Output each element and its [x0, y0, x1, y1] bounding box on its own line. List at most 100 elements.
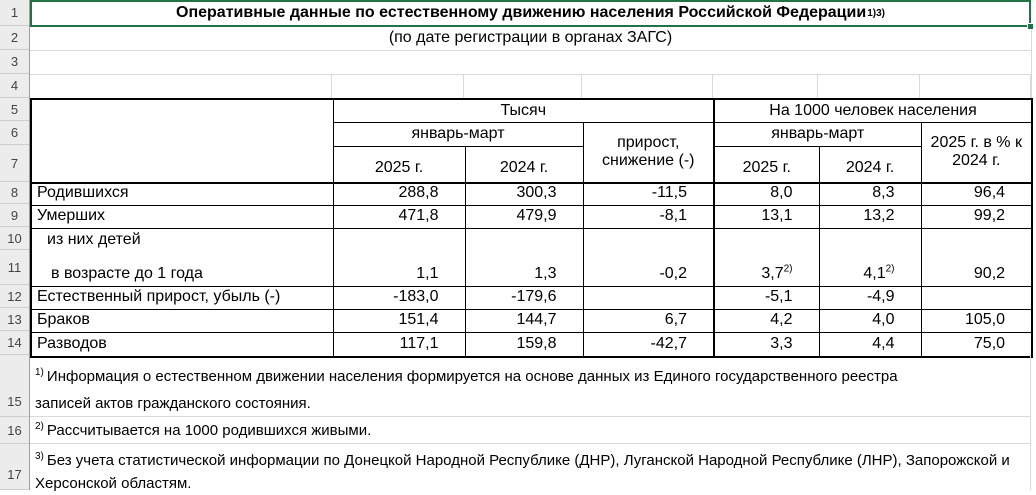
natural-increase-label[interactable]: Естественный прирост, убыль (-) [30, 286, 334, 310]
col-header-2024-per1000[interactable]: 2024 г. [818, 145, 922, 184]
empty-cell[interactable] [30, 74, 332, 98]
births-label[interactable]: Родившихся [30, 182, 334, 206]
row-header-17[interactable]: 17 [0, 444, 29, 490]
col-header-period-per1000[interactable]: январь-март [713, 121, 922, 147]
infant-deaths-label-line2: в возрасте до 1 года [51, 265, 203, 282]
deaths-2024-per1000[interactable]: 13,2 [818, 205, 922, 229]
subtitle-cell[interactable]: (по дате регистрации в органах ЗАГС) [30, 26, 1031, 50]
row-header-1[interactable]: 1 [0, 0, 29, 26]
natural-increase-change[interactable] [582, 286, 715, 310]
divorces-2025-per1000[interactable]: 3,3 [713, 332, 820, 357]
natural-increase-2024-per1000[interactable]: -4,9 [818, 286, 922, 310]
marriages-label[interactable]: Браков [30, 309, 334, 333]
marriages-2024-per1000[interactable]: 4,0 [818, 309, 922, 333]
page-title: Оперативные данные по естественному движ… [176, 4, 867, 21]
empty-cell[interactable] [713, 74, 818, 98]
col-group-per1000[interactable]: На 1000 человек населения [713, 98, 1033, 123]
row-header-16[interactable]: 16 [0, 417, 29, 444]
deaths-label[interactable]: Умерших [30, 205, 334, 229]
empty-cell[interactable] [464, 74, 582, 98]
empty-cell[interactable] [332, 74, 464, 98]
empty-cell[interactable] [582, 74, 713, 98]
empty-row-4[interactable] [30, 74, 1031, 98]
divorces-change[interactable]: -42,7 [582, 332, 715, 357]
natural-increase-2025-per1000[interactable]: -5,1 [713, 286, 820, 310]
value: 4,1 [863, 265, 886, 282]
footnotes: 1) Информация о естественном движении нас… [30, 355, 1031, 493]
footnote-2[interactable]: 2) Рассчитывается на 1000 родившихся живы… [30, 417, 1030, 444]
births-2024-thousands[interactable]: 300,3 [464, 182, 584, 206]
row-header-13[interactable]: 13 [0, 308, 29, 331]
subtitle-text: (по дате регистрации в органах ЗАГС) [388, 29, 673, 46]
deaths-pct[interactable]: 99,2 [920, 205, 1033, 229]
births-2025-per1000[interactable]: 8,0 [713, 182, 820, 206]
infant-deaths-label-line1: из них детей [47, 231, 141, 248]
row-header-12[interactable]: 12 [0, 285, 29, 308]
row-header-14[interactable]: 14 [0, 331, 29, 355]
row-header-8[interactable]: 8 [0, 182, 29, 204]
footnote-3-marker: 3) [35, 451, 44, 462]
col-header-ratio[interactable]: 2025 г. в % к 2024 г. [920, 121, 1033, 184]
divorces-label[interactable]: Разводов [30, 332, 334, 357]
row-header-6[interactable]: 6 [0, 121, 29, 145]
row-header-15[interactable]: 15 [0, 355, 29, 417]
infant-deaths-2025-thousands[interactable]: 1,1 [332, 228, 466, 287]
births-pct[interactable]: 96,4 [920, 182, 1033, 206]
deaths-change[interactable]: -8,1 [582, 205, 715, 229]
infant-deaths-pct[interactable]: 90,2 [920, 228, 1033, 287]
births-2024-per1000[interactable]: 8,3 [818, 182, 922, 206]
marriages-change[interactable]: 6,7 [582, 309, 715, 333]
table-row-marriages: Браков 151,4 144,7 6,7 4,2 4,0 105,0 [30, 309, 1033, 333]
col-header-2025-thousands[interactable]: 2025 г. [332, 145, 466, 184]
col-header-2025-per1000[interactable]: 2025 г. [713, 145, 820, 184]
gridline [1031, 27, 1032, 98]
row-header-11[interactable]: 11 [0, 250, 29, 285]
empty-cell[interactable] [818, 74, 920, 98]
table-row-divorces: Разводов 117,1 159,8 -42,7 3,3 4,4 75,0 [30, 332, 1033, 357]
births-2025-thousands[interactable]: 288,8 [332, 182, 466, 206]
infant-deaths-2024-thousands[interactable]: 1,3 [464, 228, 584, 287]
marriages-pct[interactable]: 105,0 [920, 309, 1033, 333]
infant-deaths-2024-per1000[interactable]: 4,12) [818, 228, 922, 287]
col-group-thousands[interactable]: Тысяч [332, 98, 715, 123]
marriages-2025-thousands[interactable]: 151,4 [332, 309, 466, 333]
corner-blank-cell[interactable] [30, 98, 334, 184]
deaths-2025-per1000[interactable]: 13,1 [713, 205, 820, 229]
row-header-4[interactable]: 4 [0, 74, 29, 98]
title-superscript: 1)3) [867, 7, 885, 19]
footnote-2-marker: 2) [35, 420, 44, 432]
marriages-2025-per1000[interactable]: 4,2 [713, 309, 820, 333]
deaths-2024-thousands[interactable]: 479,9 [464, 205, 584, 229]
divorces-2025-thousands[interactable]: 117,1 [332, 332, 466, 357]
infant-deaths-change[interactable]: -0,2 [582, 228, 715, 287]
col-header-period-thousands[interactable]: январь-март [332, 121, 584, 147]
sheet-area: Оперативные данные по естественному движ… [30, 0, 1036, 493]
row-header-7[interactable]: 7 [0, 145, 29, 182]
row-header-10[interactable]: 10 [0, 227, 29, 250]
footnote-1[interactable]: 1) Информация о естественном движении нас… [30, 355, 1030, 417]
empty-cell[interactable] [920, 74, 1031, 98]
row-header-2[interactable]: 2 [0, 26, 29, 50]
natural-increase-pct[interactable] [920, 286, 1033, 310]
deaths-2025-thousands[interactable]: 471,8 [332, 205, 466, 229]
value: 3,7 [761, 265, 784, 282]
natural-increase-2025-thousands[interactable]: -183,0 [332, 286, 466, 310]
infant-deaths-label[interactable]: из них детей в возрасте до 1 года [30, 228, 334, 287]
natural-increase-2024-thousands[interactable]: -179,6 [464, 286, 584, 310]
births-change[interactable]: -11,5 [582, 182, 715, 206]
footnote-ref: 2) [885, 263, 895, 275]
row-header-3[interactable]: 3 [0, 50, 29, 74]
divorces-pct[interactable]: 75,0 [920, 332, 1033, 357]
col-header-change[interactable]: прирост, снижение (-) [582, 121, 715, 184]
fill-handle[interactable] [1027, 23, 1034, 30]
divorces-2024-thousands[interactable]: 159,8 [464, 332, 584, 357]
row-header-9[interactable]: 9 [0, 204, 29, 227]
row-header-5[interactable]: 5 [0, 98, 29, 121]
col-header-2024-thousands[interactable]: 2024 г. [464, 145, 584, 184]
divorces-2024-per1000[interactable]: 4,4 [818, 332, 922, 357]
infant-deaths-2025-per1000[interactable]: 3,72) [713, 228, 820, 287]
title-cell[interactable]: Оперативные данные по естественному движ… [30, 0, 1031, 26]
footnote-3[interactable]: 3) Без учета статистической информации по… [30, 444, 1030, 493]
marriages-2024-thousands[interactable]: 144,7 [464, 309, 584, 333]
